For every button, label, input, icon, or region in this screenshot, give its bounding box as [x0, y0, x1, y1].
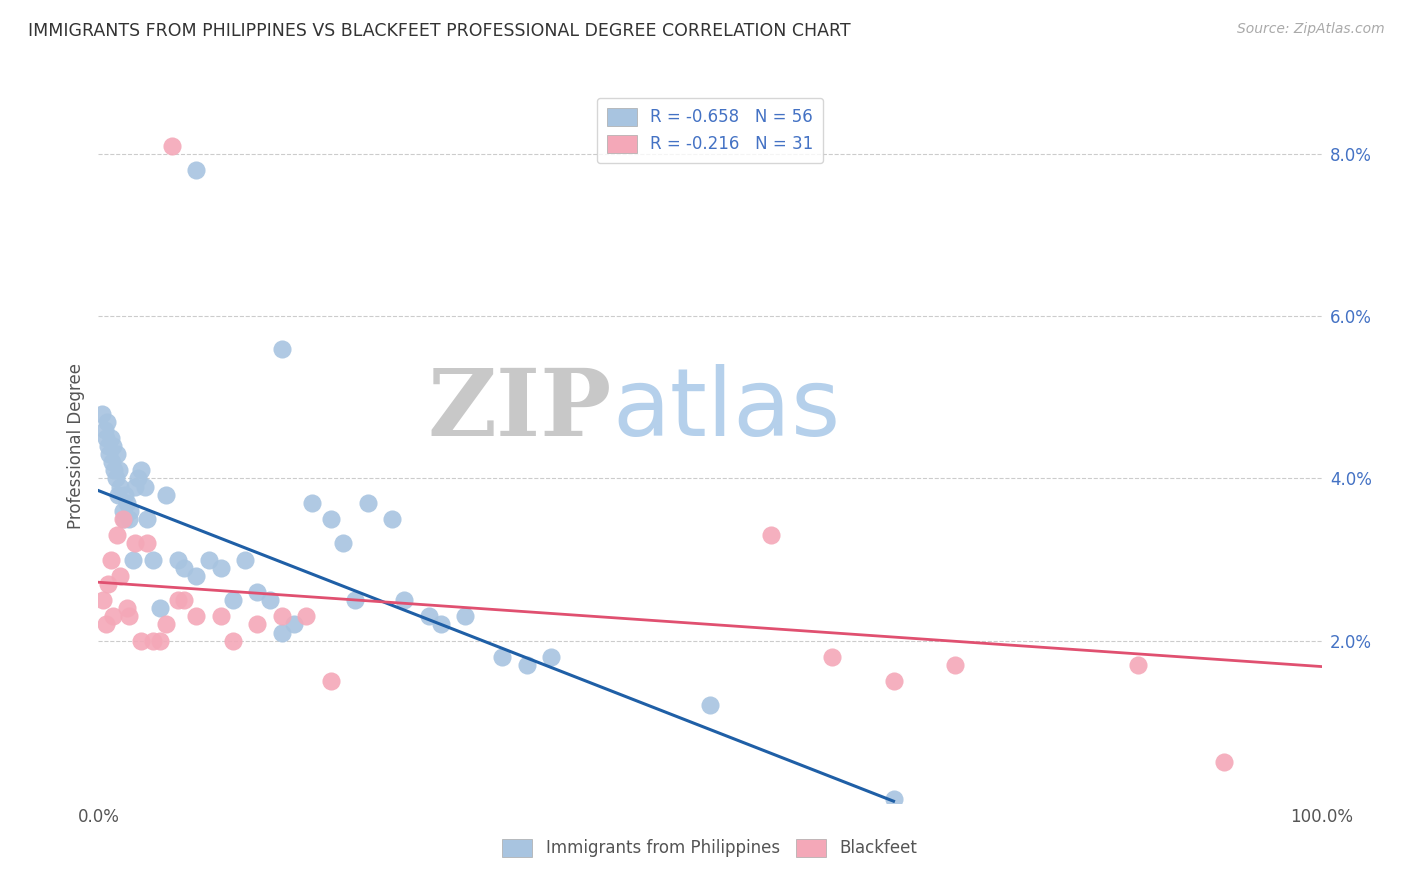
Point [186, 609, 208, 624]
Point [883, 791, 905, 805]
Y-axis label: Professional Degree: Professional Degree [67, 363, 86, 529]
Point [155, 617, 177, 632]
Point [124, 479, 146, 493]
Point [127, 471, 149, 485]
Point [114, 488, 136, 502]
Point [295, 609, 318, 624]
Point [136, 536, 159, 550]
Point [319, 674, 342, 689]
Point [270, 609, 294, 624]
Point [91, 593, 114, 607]
Point [167, 593, 190, 607]
Point [491, 649, 513, 664]
Point [107, 488, 129, 502]
Point [943, 657, 966, 672]
Point [155, 488, 177, 502]
Point [246, 585, 269, 599]
Point [1128, 657, 1150, 672]
Point [186, 568, 208, 582]
Point [110, 568, 132, 582]
Point [98, 447, 121, 461]
Point [301, 496, 323, 510]
Point [120, 504, 142, 518]
Point [101, 609, 124, 624]
Point [186, 163, 208, 178]
Point [381, 512, 404, 526]
Point [883, 674, 905, 689]
Point [105, 447, 128, 461]
Point [392, 593, 416, 607]
Point [111, 504, 134, 518]
Point [103, 463, 125, 477]
Point [101, 455, 124, 469]
Point [761, 528, 783, 542]
Point [430, 617, 453, 632]
Text: atlas: atlas [612, 364, 841, 457]
Text: Source: ZipAtlas.com: Source: ZipAtlas.com [1237, 22, 1385, 37]
Point [118, 609, 141, 624]
Point [160, 139, 183, 153]
Point [104, 471, 127, 485]
Point [222, 593, 245, 607]
Point [129, 633, 152, 648]
Point [1212, 756, 1234, 770]
Point [197, 552, 219, 566]
Text: IMMIGRANTS FROM PHILIPPINES VS BLACKFEET PROFESSIONAL DEGREE CORRELATION CHART: IMMIGRANTS FROM PHILIPPINES VS BLACKFEET… [28, 22, 851, 40]
Point [246, 617, 269, 632]
Point [124, 536, 146, 550]
Point [121, 552, 143, 566]
Point [821, 649, 844, 664]
Point [173, 593, 195, 607]
Point [332, 536, 354, 550]
Point [94, 617, 117, 632]
Point [454, 609, 477, 624]
Point [270, 342, 294, 356]
Point [118, 512, 141, 526]
Point [93, 423, 115, 437]
Text: ZIP: ZIP [427, 366, 612, 455]
Point [149, 633, 172, 648]
Point [100, 431, 122, 445]
Point [115, 496, 138, 510]
Point [112, 512, 135, 526]
Point [115, 601, 138, 615]
Point [418, 609, 440, 624]
Point [283, 617, 305, 632]
Point [356, 496, 378, 510]
Point [105, 528, 128, 542]
Point [94, 431, 117, 445]
Point [108, 463, 131, 477]
Point [96, 415, 118, 429]
Point [91, 407, 114, 421]
Point [97, 577, 120, 591]
Point [142, 552, 165, 566]
Point [222, 633, 245, 648]
Point [540, 649, 562, 664]
Point [516, 657, 538, 672]
Point [699, 698, 721, 713]
Point [136, 512, 159, 526]
Point [101, 439, 124, 453]
Point [149, 601, 172, 615]
Point [209, 609, 232, 624]
Point [319, 512, 342, 526]
Point [233, 552, 256, 566]
Point [259, 593, 281, 607]
Point [142, 633, 165, 648]
Point [134, 479, 156, 493]
Point [344, 593, 367, 607]
Point [209, 560, 232, 574]
Point [270, 625, 294, 640]
Point [97, 439, 120, 453]
Legend: Immigrants from Philippines, Blackfeet: Immigrants from Philippines, Blackfeet [494, 830, 927, 866]
Point [100, 552, 122, 566]
Point [129, 463, 152, 477]
Point [111, 512, 134, 526]
Point [167, 552, 190, 566]
Point [110, 479, 132, 493]
Point [173, 560, 195, 574]
